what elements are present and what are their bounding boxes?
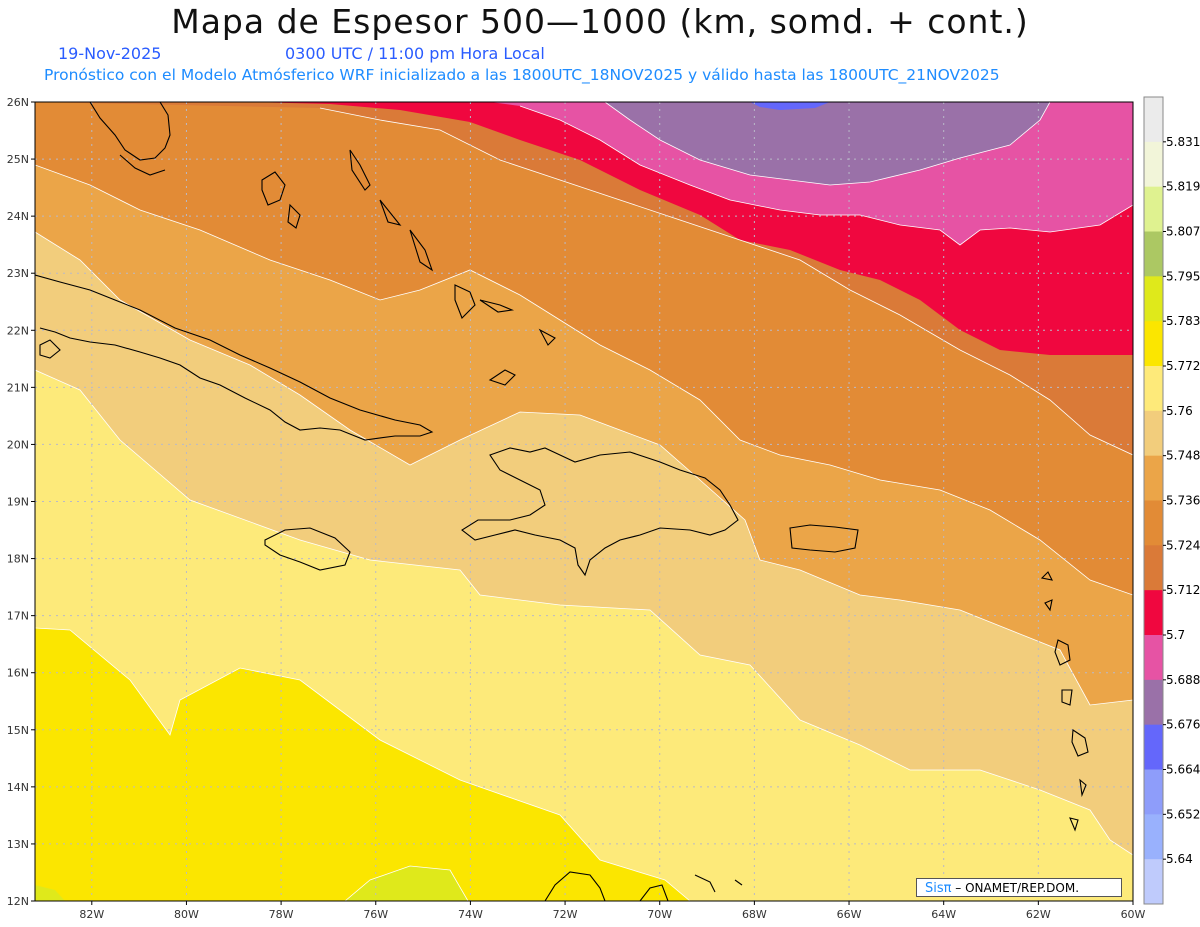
lat-tick-label: 26N: [7, 96, 29, 109]
legend-swatch: [1144, 590, 1163, 636]
lon-tick-label: 82W: [79, 908, 104, 921]
legend-swatch: [1144, 141, 1163, 188]
lon-tick-label: 76W: [363, 908, 388, 921]
lon-tick-label: 64W: [931, 908, 956, 921]
legend-swatch: [1144, 276, 1163, 322]
thickness-fill: [35, 102, 1133, 901]
sispi-logo: Sisπ: [925, 881, 952, 896]
lat-tick-label: 22N: [7, 324, 29, 337]
forecast-time: 0300 UTC / 11:00 pm Hora Local: [285, 44, 545, 63]
legend-label: 5.807: [1166, 225, 1200, 239]
legend-label: 5.64: [1166, 852, 1193, 866]
legend-swatch: [1144, 859, 1163, 905]
legend-swatch: [1144, 366, 1163, 412]
lat-tick-label: 18N: [7, 553, 29, 566]
forecast-date: 19-Nov-2025: [58, 44, 162, 63]
legend-swatch: [1144, 321, 1163, 367]
coastlines: [35, 102, 1089, 901]
legend-swatch: [1144, 635, 1163, 681]
legend-label: 5.831: [1166, 135, 1200, 149]
band-5783: [35, 866, 468, 901]
legend-label: 5.712: [1166, 583, 1200, 597]
legend-label: 5.819: [1166, 180, 1200, 194]
legend-label: 5.76: [1166, 404, 1193, 418]
legend-swatch: [1144, 455, 1163, 501]
legend-label: 5.795: [1166, 269, 1200, 283]
map-title: Mapa de Espesor 500—1000 (km, somd. + co…: [171, 2, 1029, 41]
legend-label: 5.724: [1166, 538, 1200, 552]
lon-tick-label: 62W: [1026, 908, 1051, 921]
legend-swatch: [1144, 724, 1163, 770]
legend-swatch: [1144, 231, 1163, 277]
lat-tick-label: 20N: [7, 438, 29, 451]
longitude-axis: 82W 80W 78W 76W 74W 72W 70W 68W 66W 64W 62W 60W: [79, 901, 1146, 921]
legend-swatch: [1144, 545, 1163, 591]
legend-swatch: [1144, 97, 1163, 143]
lat-tick-label: 15N: [7, 724, 29, 737]
lon-tick-label: 80W: [174, 908, 199, 921]
legend-label: 5.676: [1166, 718, 1200, 732]
lat-tick-label: 25N: [7, 153, 29, 166]
forecast-subtitle: Pronóstico con el Modelo Atmósferico WRF…: [44, 66, 1000, 84]
latitude-axis: 26N 25N 24N 23N 22N 21N 20N 19N 18N 17N 16N 15N 14N 1…: [7, 96, 35, 908]
lat-lon-grid: [35, 102, 1133, 901]
legend-label: 5.664: [1166, 763, 1200, 777]
legend-swatch: [1144, 814, 1163, 860]
legend-label: 5.748: [1166, 449, 1200, 463]
legend-swatch: [1144, 679, 1163, 726]
lat-tick-label: 24N: [7, 210, 29, 223]
lat-tick-label: 16N: [7, 667, 29, 680]
legend-swatch: [1144, 410, 1163, 457]
lon-tick-label: 60W: [1121, 908, 1146, 921]
legend-label: 5.736: [1166, 494, 1200, 508]
legend-label: 5.652: [1166, 807, 1200, 821]
lon-tick-label: 78W: [269, 908, 294, 921]
legend-swatch: [1144, 500, 1163, 546]
lat-tick-label: 13N: [7, 838, 29, 851]
lon-tick-label: 70W: [647, 908, 672, 921]
color-legend: 5.831 5.819 5.807 5.795 5.783 5.772 5.76 5.748 5…: [1143, 96, 1200, 905]
lat-tick-label: 23N: [7, 267, 29, 280]
credit-text: – ONAMET/REP.DOM.: [955, 881, 1080, 895]
legend-swatch: [1144, 769, 1163, 815]
lon-tick-label: 68W: [742, 908, 767, 921]
legend-label: 5.783: [1166, 314, 1200, 328]
lon-tick-label: 72W: [553, 908, 578, 921]
lat-tick-label: 14N: [7, 781, 29, 794]
lat-tick-label: 17N: [7, 610, 29, 623]
legend-swatch: [1144, 186, 1163, 232]
credit-box: Sisπ – ONAMET/REP.DOM.: [916, 878, 1122, 897]
lat-tick-label: 21N: [7, 381, 29, 394]
legend-label: 5.7: [1166, 628, 1185, 642]
lat-tick-label: 12N: [7, 895, 29, 908]
lat-tick-label: 19N: [7, 496, 29, 509]
legend-label: 5.688: [1166, 673, 1200, 687]
lon-tick-label: 66W: [837, 908, 862, 921]
legend-label: 5.772: [1166, 359, 1200, 373]
lon-tick-label: 74W: [458, 908, 483, 921]
band-5664: [750, 102, 830, 110]
